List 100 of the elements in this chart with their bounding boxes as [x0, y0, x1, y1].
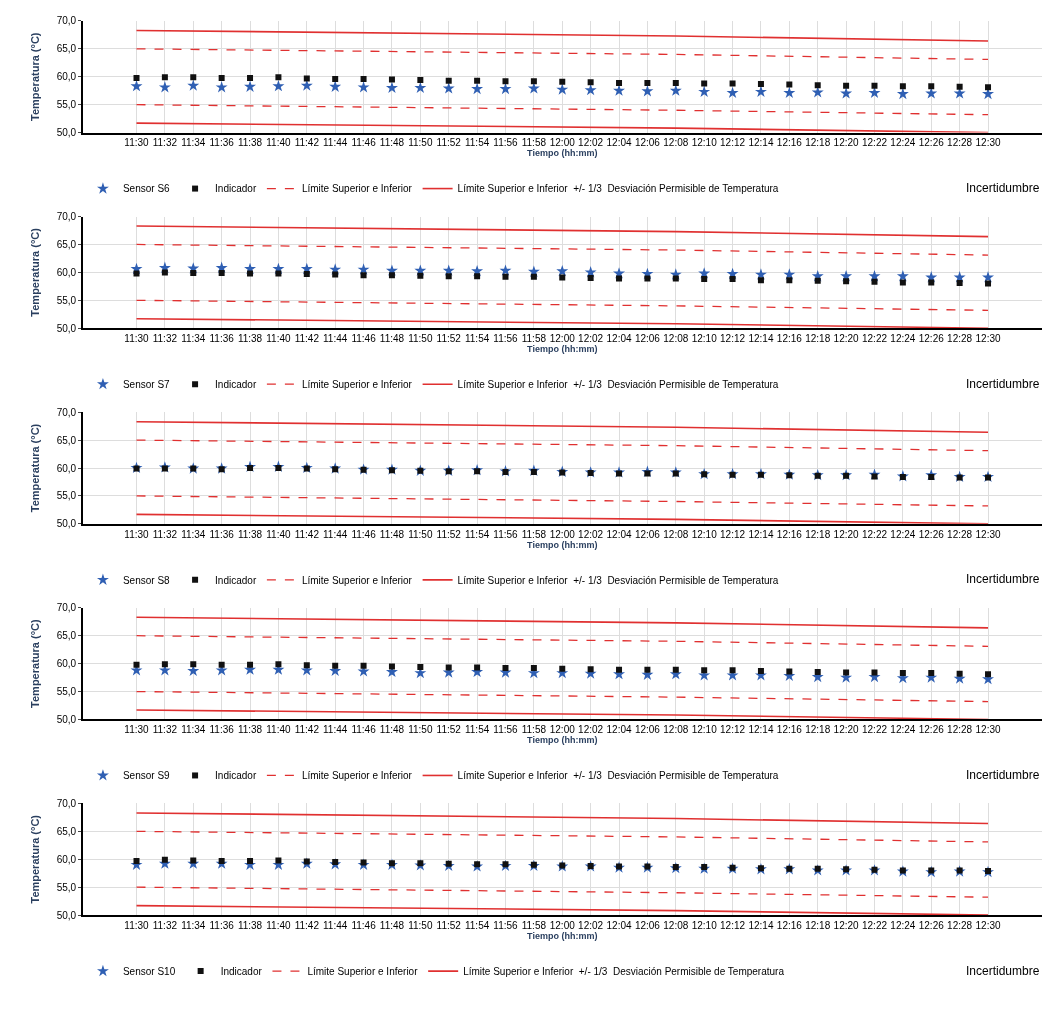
y-axis-title: Temperatura (°C) — [28, 423, 41, 513]
x-tick-label: 11:44 — [323, 137, 348, 149]
x-tick-label: 11:48 — [379, 919, 405, 931]
y-tick-label: 50,0 — [56, 518, 77, 530]
x-tick-label: 11:30 — [124, 919, 150, 931]
x-tick-label: 12:00 — [549, 919, 576, 931]
y-tick-label: 60,0 — [56, 462, 77, 474]
x-tick-label: 11:54 — [464, 724, 490, 736]
x-tick-label: 12:22 — [861, 332, 888, 344]
legend-label: Sensor S8 — [122, 574, 171, 586]
x-tick-label: 12:16 — [776, 332, 803, 344]
legend-label: Límite Superior e Inferior +/- 1/3 Desviación Permisible de Temperatura — [457, 379, 779, 391]
x-tick-label: 11:50 — [408, 528, 433, 540]
x-tick-label: 11:54 — [464, 528, 490, 540]
x-tick-label: 11:48 — [379, 528, 405, 540]
x-tick-label: 12:08 — [663, 919, 689, 931]
x-tick-label: 11:34 — [181, 137, 206, 149]
x-tick-label: 11:30 — [124, 724, 150, 736]
y-axis-title: Temperatura (°C) — [28, 227, 41, 317]
x-tick-label: 12:14 — [748, 528, 774, 540]
x-tick-label: 12:24 — [890, 724, 916, 736]
y-tick-label: 65,0 — [56, 630, 77, 642]
x-tick-label: 12:20 — [833, 919, 860, 931]
x-tick-label: 11:52 — [436, 528, 462, 540]
x-tick-label: 11:38 — [237, 919, 263, 931]
x-tick-label: 12:22 — [861, 919, 888, 931]
legend-label: Límite Superior e Inferior — [307, 965, 419, 977]
x-tick-label: 11:56 — [493, 137, 519, 149]
x-tick-label: 11:30 — [124, 137, 150, 149]
x-tick-label: 11:36 — [209, 137, 235, 149]
x-tick-label: 11:36 — [209, 332, 235, 344]
x-tick-label: 12:10 — [691, 724, 718, 736]
legend-label: Límite Superior e Inferior +/- 1/3 Desviación Permisible de Temperatura — [457, 183, 779, 195]
x-axis-title: Tiempo (hh:mm) — [527, 930, 598, 941]
y-tick-label: 55,0 — [56, 294, 77, 306]
x-tick-label: 11:56 — [493, 332, 519, 344]
y-tick-label: 70,0 — [56, 797, 77, 809]
x-tick-label: 11:44 — [323, 528, 348, 540]
x-tick-label: 11:32 — [152, 528, 178, 540]
x-tick-label: 12:02 — [578, 137, 604, 149]
x-tick-label: 12:04 — [606, 332, 632, 344]
x-tick-label: 11:46 — [351, 724, 377, 736]
x-tick-label: 11:50 — [408, 137, 433, 149]
x-tick-label: 12:12 — [720, 724, 746, 736]
x-tick-label: 12:16 — [776, 724, 803, 736]
x-tick-label: 11:50 — [408, 332, 433, 344]
x-tick-label: 11:34 — [181, 528, 206, 540]
x-tick-label: 12:20 — [833, 332, 860, 344]
x-tick-label: 11:32 — [152, 919, 178, 931]
x-tick-label: 12:14 — [748, 137, 774, 149]
x-tick-label: 12:10 — [691, 137, 718, 149]
y-tick-label: 55,0 — [56, 686, 77, 698]
x-tick-label: 11:58 — [521, 332, 547, 344]
y-tick-label: 65,0 — [56, 43, 77, 55]
x-tick-label: 11:48 — [379, 137, 405, 149]
x-tick-label: 12:18 — [805, 724, 831, 736]
x-tick-label: 11:52 — [436, 919, 462, 931]
x-tick-label: 12:00 — [549, 332, 576, 344]
x-tick-label: 11:32 — [152, 137, 178, 149]
x-tick-label: 11:52 — [436, 332, 462, 344]
legend-label: Indicador — [215, 574, 257, 586]
x-tick-label: 11:48 — [379, 724, 405, 736]
legend-label: Límite Superior e Inferior — [301, 183, 413, 195]
text: Incertidumbre — [966, 572, 1040, 586]
x-tick-label: 12:30 — [975, 919, 1001, 931]
y-tick-label: 60,0 — [56, 853, 77, 865]
x-tick-label: 11:34 — [181, 724, 206, 736]
x-tick-label: 11:30 — [124, 332, 150, 344]
x-tick-label: 11:58 — [521, 724, 547, 736]
x-tick-label: 12:30 — [975, 724, 1001, 736]
x-tick-label: 12:06 — [634, 137, 661, 149]
y-axis-title: Temperatura (°C) — [28, 32, 41, 122]
x-tick-label: 12:20 — [833, 137, 860, 149]
y-tick-label: 65,0 — [56, 238, 77, 250]
x-tick-label: 12:08 — [663, 332, 689, 344]
x-tick-label: 11:30 — [124, 528, 150, 540]
x-tick-label: 12:06 — [634, 919, 661, 931]
x-tick-label: 12:28 — [947, 137, 973, 149]
x-tick-label: 12:26 — [918, 137, 945, 149]
x-tick-label: 11:50 — [408, 724, 433, 736]
x-tick-label: 11:52 — [436, 137, 462, 149]
legend-label: Límite Superior e Inferior — [301, 379, 413, 391]
x-tick-label: 11:50 — [408, 919, 433, 931]
legend-label: Sensor S6 — [122, 183, 171, 195]
x-tick-label: 11:44 — [323, 919, 348, 931]
legend-label: Límite Superior e Inferior +/- 1/3 Desviación Permisible de Temperatura — [463, 965, 785, 977]
x-tick-label: 11:58 — [521, 528, 547, 540]
y-tick-label: 70,0 — [56, 211, 77, 223]
legend-label: Indicador — [215, 770, 257, 782]
x-tick-label: 12:08 — [663, 528, 689, 540]
x-tick-label: 12:04 — [606, 137, 632, 149]
x-tick-label: 11:54 — [464, 137, 490, 149]
x-tick-label: 12:04 — [606, 528, 632, 540]
x-tick-label: 12:02 — [578, 332, 604, 344]
x-tick-label: 12:02 — [578, 724, 604, 736]
x-tick-label: 11:54 — [464, 332, 490, 344]
y-tick-label: 55,0 — [56, 490, 77, 502]
legend-label: Indicador — [215, 183, 257, 195]
x-tick-label: 11:40 — [266, 528, 291, 540]
x-tick-label: 11:38 — [237, 528, 263, 540]
